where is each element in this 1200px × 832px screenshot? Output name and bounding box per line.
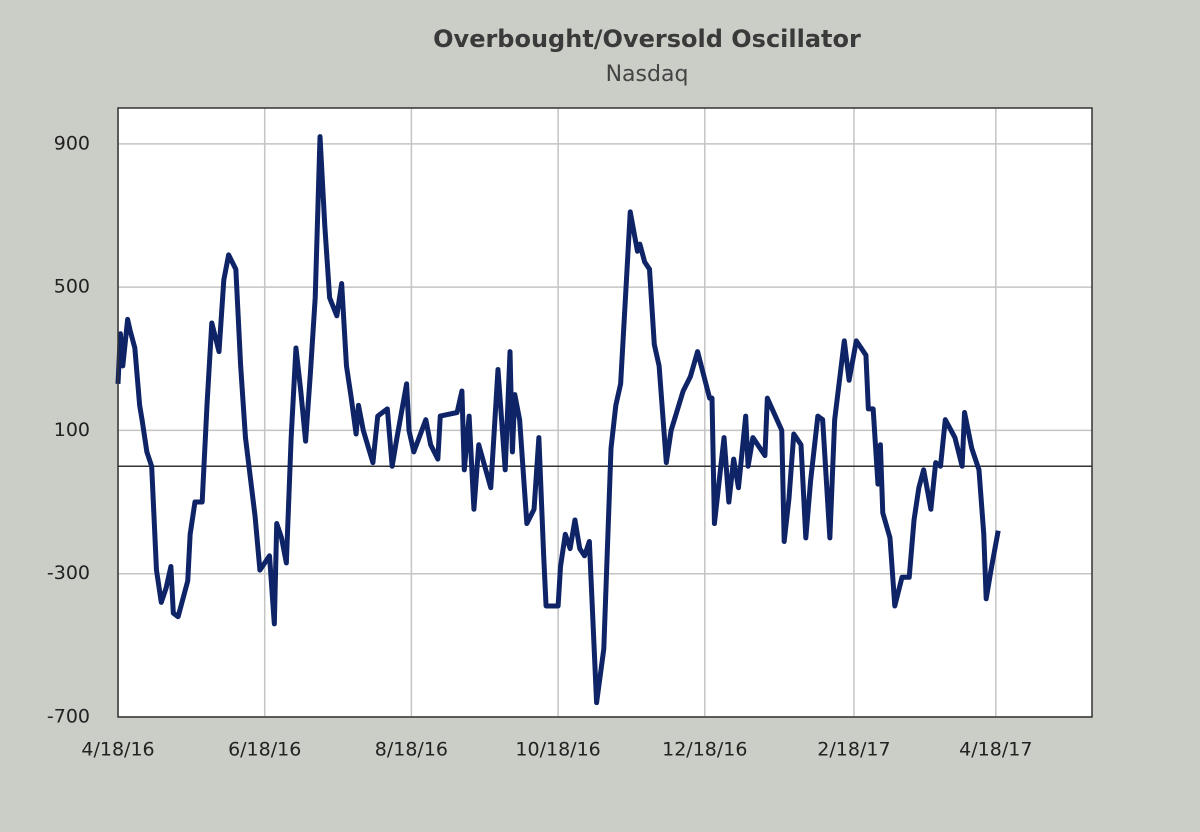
plot-border [117, 107, 1093, 718]
y-tick-label: 900 [54, 132, 90, 154]
x-tick-label: 8/18/16 [375, 739, 448, 761]
data-line [115, 134, 1001, 706]
x-tick-label: 12/18/16 [662, 739, 747, 761]
x-tick-label: 2/18/17 [817, 739, 890, 761]
x-tick-label: 4/18/16 [81, 739, 154, 761]
chart-subtitle: Nasdaq [606, 62, 689, 87]
x-tick-label: 4/18/17 [959, 739, 1032, 761]
y-tick-label: -700 [47, 706, 90, 728]
chart-title: Overbought/Oversold Oscillator [433, 25, 861, 53]
x-tick-label: 10/18/16 [515, 739, 600, 761]
y-tick-label: 100 [54, 419, 90, 441]
y-tick-label: 500 [54, 276, 90, 298]
y-tick-label: -300 [47, 562, 90, 584]
x-tick-label: 6/18/16 [228, 739, 301, 761]
